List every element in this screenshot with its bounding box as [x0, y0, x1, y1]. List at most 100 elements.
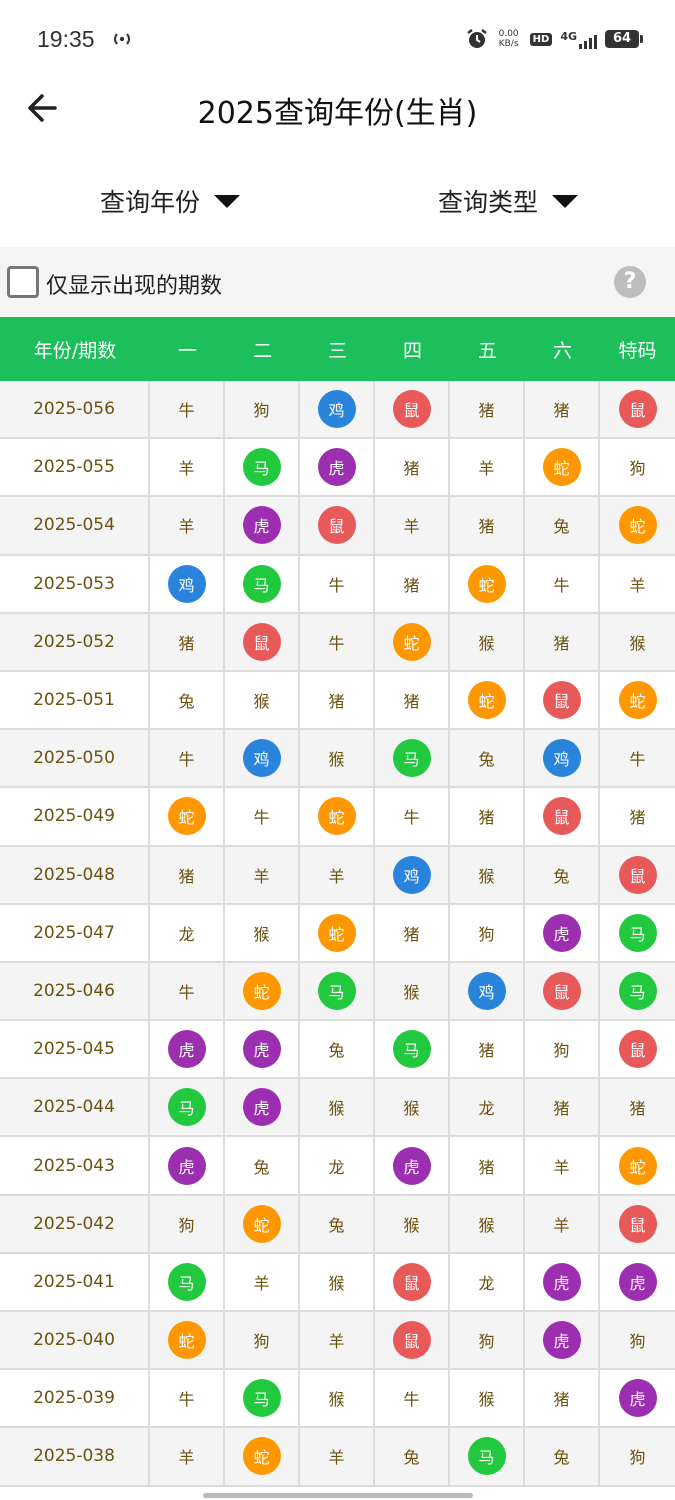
zodiac-ball-orange: 蛇 — [392, 622, 431, 661]
zodiac-text: 羊 — [629, 575, 646, 595]
column-header: 二 — [252, 339, 272, 362]
zodiac-ball-green: 马 — [242, 448, 281, 487]
zodiac-text: 猴 — [328, 1390, 345, 1410]
zodiac-cell: 鼠 — [375, 1312, 450, 1369]
zodiac-text: 猪 — [403, 692, 420, 712]
zodiac-cell: 马 — [600, 963, 675, 1019]
year-filter-dropdown[interactable]: 查询年份 — [100, 183, 241, 219]
zodiac-cell: 兔 — [450, 730, 525, 787]
table-row[interactable]: 2025-049 蛇 牛 蛇 牛 猪 鼠 猪 — [0, 788, 675, 847]
filter-bar: 查询年份 查询类型 — [0, 175, 675, 231]
period-cell: 2025-038 — [0, 1428, 150, 1485]
table-row[interactable]: 2025-055 羊 马虎 猪 羊 蛇 狗 — [0, 439, 675, 498]
zodiac-cell: 马 — [375, 730, 450, 787]
show-only-label[interactable]: 仅显示出现的期数 — [46, 274, 223, 299]
zodiac-cell: 猴 — [450, 846, 525, 903]
zodiac-text: 猪 — [553, 1099, 570, 1119]
zodiac-cell: 龙 — [450, 1253, 525, 1310]
table-row[interactable]: 2025-051 兔 猴 猪 猪 蛇鼠蛇 — [0, 671, 675, 731]
zodiac-text: 狗 — [478, 924, 495, 944]
zodiac-text: 兔 — [553, 1448, 570, 1468]
zodiac-cell: 牛 — [225, 788, 300, 845]
help-icon[interactable]: ? — [614, 266, 646, 298]
option-row: 仅显示出现的期数 ? — [0, 247, 675, 317]
table-row[interactable]: 2025-041 马 羊 猴 鼠 龙 虎虎 — [0, 1253, 675, 1312]
type-filter-dropdown[interactable]: 查询类型 — [438, 183, 579, 219]
zodiac-ball-red: 鼠 — [542, 681, 581, 720]
zodiac-ball-orange: 蛇 — [317, 913, 356, 952]
zodiac-text: 猴 — [328, 1273, 345, 1293]
table-row[interactable]: 2025-043 虎 兔 龙 虎 猪 羊 蛇 — [0, 1137, 675, 1196]
table-row[interactable]: 2025-042 狗 蛇 兔 猴 猴 羊 鼠 — [0, 1195, 675, 1254]
zodiac-cell: 猴 — [450, 1195, 525, 1252]
table-row[interactable]: 2025-038 羊 蛇 羊 兔 马 兔 狗 — [0, 1428, 675, 1487]
zodiac-cell: 马 — [450, 1428, 525, 1485]
zodiac-text: 猪 — [553, 633, 570, 653]
table-row[interactable]: 2025-054 羊 虎鼠 羊 猪 兔 蛇 — [0, 497, 675, 556]
back-button[interactable] — [22, 88, 62, 128]
show-only-checkbox[interactable] — [7, 266, 39, 298]
zodiac-cell: 羊 — [300, 846, 375, 903]
table-row[interactable]: 2025-039 牛 马 猴 牛 猴 猪 虎 — [0, 1370, 675, 1429]
zodiac-ball-orange: 蛇 — [618, 1146, 657, 1185]
table-row[interactable]: 2025-048 猪 羊 羊 鸡 猴 兔 鼠 — [0, 846, 675, 905]
period-cell: 2025-040 — [0, 1312, 150, 1369]
zodiac-cell: 猴 — [450, 613, 525, 670]
table-row[interactable]: 2025-040 蛇 狗 羊 鼠 狗 虎 狗 — [0, 1312, 675, 1371]
zodiac-cell: 羊 — [300, 1428, 375, 1485]
column-header: 六 — [552, 339, 572, 362]
zodiac-cell: 蛇 — [300, 904, 375, 961]
table-row[interactable]: 2025-044 马虎 猴 猴 龙 猪 猪 — [0, 1079, 675, 1138]
zodiac-cell: 虎 — [150, 1137, 225, 1194]
zodiac-cell: 猴 — [300, 1253, 375, 1310]
zodiac-cell: 羊 — [600, 556, 675, 612]
period-cell: 2025-046 — [0, 962, 150, 1020]
zodiac-cell: 龙 — [150, 904, 225, 961]
zodiac-text: 猴 — [403, 982, 420, 1002]
zodiac-text: 羊 — [253, 866, 270, 886]
zodiac-cell: 猪 — [450, 1137, 525, 1194]
zodiac-text: 猴 — [253, 924, 270, 944]
zodiac-text: 猴 — [403, 1099, 420, 1119]
zodiac-cell: 牛 — [300, 613, 375, 670]
net-speed-value: 0.00 — [498, 29, 519, 39]
zodiac-cell: 猪 — [150, 846, 225, 903]
table-row[interactable]: 2025-050 牛 鸡 猴 马 兔 鸡 牛 — [0, 730, 675, 789]
zodiac-text: 羊 — [553, 1215, 570, 1235]
zodiac-cell: 马 — [225, 555, 300, 612]
zodiac-cell: 虎 — [600, 1370, 675, 1426]
zodiac-cell: 猴 — [225, 671, 300, 729]
hotspot-icon — [114, 33, 130, 45]
zodiac-ball-orange: 蛇 — [167, 797, 206, 836]
zodiac-ball-red: 鼠 — [618, 855, 657, 894]
table-row[interactable]: 2025-047 龙 猴 蛇 猪 狗 虎马 — [0, 904, 675, 963]
zodiac-cell: 虎 — [600, 1254, 675, 1310]
zodiac-cell: 鼠 — [525, 671, 600, 729]
net-speed: 0.00 KB/s — [496, 29, 522, 49]
zodiac-cell: 兔 — [300, 1021, 375, 1078]
zodiac-cell: 鼠 — [375, 1253, 450, 1310]
zodiac-cell: 猴 — [600, 614, 675, 670]
zodiac-ball-green: 马 — [618, 971, 657, 1010]
zodiac-ball-green: 马 — [242, 564, 281, 603]
zodiac-ball-orange: 蛇 — [618, 506, 657, 545]
table-row[interactable]: 2025-053 鸡马 牛 猪 蛇 牛 羊 — [0, 555, 675, 614]
zodiac-ball-purple: 虎 — [542, 1262, 581, 1301]
table-row[interactable]: 2025-052 猪 鼠 牛 蛇 猴 猪 猴 — [0, 613, 675, 672]
zodiac-cell: 猴 — [300, 730, 375, 787]
zodiac-text: 猪 — [478, 1041, 495, 1061]
column-header: 四 — [402, 339, 422, 362]
table-row[interactable]: 2025-056 牛狗鸡鼠猪猪鼠 — [0, 381, 675, 440]
zodiac-cell: 蛇 — [150, 788, 225, 845]
zodiac-cell: 猪 — [150, 613, 225, 670]
zodiac-cell: 鸡 — [150, 555, 225, 612]
zodiac-cell: 鸡 — [450, 962, 525, 1020]
zodiac-cell: 蛇 — [450, 671, 525, 729]
zodiac-cell: 羊 — [225, 1253, 300, 1310]
zodiac-ball-purple: 虎 — [392, 1146, 431, 1185]
zodiac-text: 猪 — [403, 459, 420, 479]
zodiac-text: 猪 — [553, 1390, 570, 1410]
alarm-icon — [466, 29, 487, 48]
table-row[interactable]: 2025-046 牛蛇马猴鸡鼠马 — [0, 962, 675, 1022]
table-row[interactable]: 2025-045 虎虎 兔 马 猪 狗 鼠 — [0, 1021, 675, 1080]
